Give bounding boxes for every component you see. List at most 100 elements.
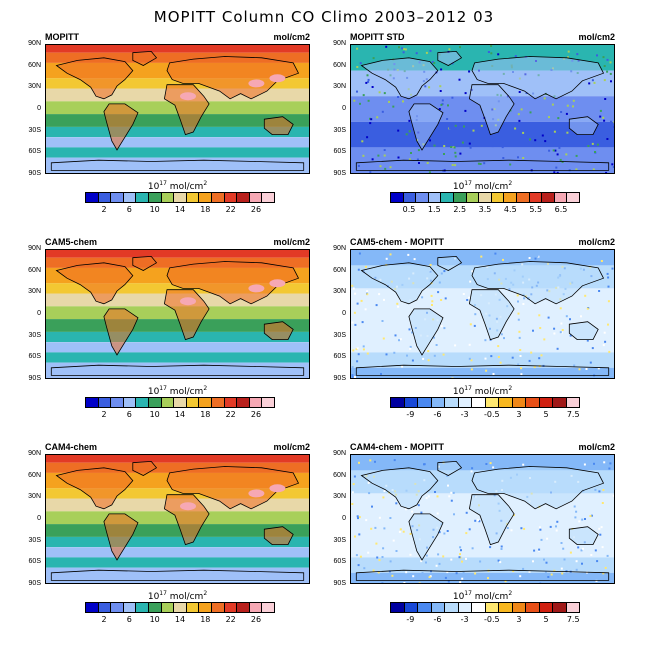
lat-tick-label: 30S: [333, 536, 346, 544]
field-speckle: [413, 258, 416, 261]
hotspot: [269, 484, 286, 493]
colorbar-tick-label: -6: [433, 615, 442, 624]
field-speckle: [539, 327, 542, 329]
field-speckle: [351, 374, 354, 377]
panel-unit: mol/cm2: [273, 32, 310, 42]
colorbar-swatch: [199, 398, 212, 407]
map-canvas: [46, 250, 309, 378]
field-speckle: [382, 496, 385, 499]
field-speckle: [497, 559, 500, 562]
field-speckle: [602, 116, 605, 119]
lat-tick-label: 90S: [333, 580, 346, 587]
field-speckle: [512, 570, 515, 572]
field-speckle: [594, 488, 597, 491]
field-speckle: [576, 53, 579, 56]
field-speckle: [538, 357, 541, 360]
colorbar-tick-label: -0.5: [483, 410, 500, 419]
field-speckle: [547, 129, 549, 132]
field-speckle: [446, 571, 449, 574]
field-speckle: [604, 566, 607, 569]
hotspot: [248, 489, 265, 498]
field-speckle: [547, 576, 550, 578]
colorbar-swatch: [86, 398, 99, 407]
field-speckle: [598, 527, 601, 530]
coastline: [132, 255, 158, 271]
colorbar-tick-label: -0.5: [483, 615, 500, 624]
colorbar-tick-label: 10: [149, 410, 160, 419]
lat-tick-label: 90N: [28, 450, 41, 457]
field-speckle: [506, 527, 509, 529]
field-speckle: [582, 547, 584, 550]
field-speckle: [480, 124, 483, 127]
field-speckle: [382, 547, 385, 550]
panel-unit: mol/cm2: [578, 32, 615, 42]
panel-title: CAM4-chem: [45, 442, 98, 452]
field-speckle: [365, 371, 368, 374]
field-speckle: [468, 142, 471, 145]
lat-tick-label: 60N: [28, 266, 41, 274]
field-speckle: [575, 154, 578, 157]
field-speckle: [598, 490, 601, 493]
field-speckle: [468, 357, 471, 360]
colorbar-swatch: [472, 398, 486, 407]
field-speckle: [404, 48, 407, 51]
field-speckle: [492, 373, 495, 375]
field-speckle: [366, 74, 369, 77]
field-speckle: [452, 491, 455, 494]
field-speckle: [361, 140, 364, 143]
field-speckle: [469, 146, 472, 149]
field-speckle: [383, 92, 386, 95]
field-speckle: [399, 528, 402, 531]
field-speckle: [597, 367, 600, 370]
field-speckle: [558, 146, 561, 149]
coastline: [50, 569, 305, 581]
field-speckle: [602, 489, 605, 491]
field-band: [351, 250, 614, 266]
field-speckle: [461, 577, 464, 580]
field-speckle: [383, 298, 385, 301]
field-speckle: [443, 327, 446, 330]
field-speckle: [575, 510, 578, 513]
field-speckle: [548, 149, 551, 152]
field-speckle: [581, 562, 583, 565]
field-speckle: [358, 533, 361, 536]
lat-tick-label: 30S: [333, 331, 346, 339]
field-band: [46, 257, 309, 268]
colorbar-swatch: [148, 193, 162, 202]
field-speckle: [500, 333, 503, 336]
field-speckle: [384, 167, 387, 170]
lat-tick-label: 30N: [333, 493, 346, 501]
colorbar-swatch: [98, 193, 112, 202]
field-band: [46, 547, 309, 558]
field-speckle: [425, 554, 428, 557]
field-speckle: [407, 253, 410, 256]
field-speckle: [394, 334, 397, 337]
field-speckle: [534, 257, 537, 260]
colorbar-swatch: [458, 603, 472, 612]
field-speckle: [556, 153, 559, 156]
field-speckle: [600, 526, 603, 529]
field-speckle: [405, 133, 408, 136]
field-speckle: [440, 272, 443, 275]
field-speckle: [545, 561, 548, 564]
field-speckle: [474, 519, 477, 522]
field-speckle: [450, 558, 453, 561]
colorbar-swatch: [174, 398, 187, 407]
field-band: [351, 147, 614, 173]
colorbar-tick-label: 2: [101, 205, 107, 214]
field-speckle: [415, 52, 418, 55]
field-speckle: [435, 564, 438, 567]
field-speckle: [370, 527, 373, 530]
field-speckle: [444, 297, 447, 300]
colorbar-swatch: [391, 398, 405, 407]
field-speckle: [454, 155, 457, 158]
coastline: [568, 321, 599, 340]
field-speckle: [366, 290, 369, 293]
coastline: [355, 569, 610, 581]
field-speckle: [365, 81, 368, 84]
field-band: [46, 352, 309, 363]
field-speckle: [469, 280, 472, 283]
coastline: [468, 289, 515, 341]
colorbar-swatch: [466, 193, 480, 202]
field-band: [46, 45, 309, 53]
